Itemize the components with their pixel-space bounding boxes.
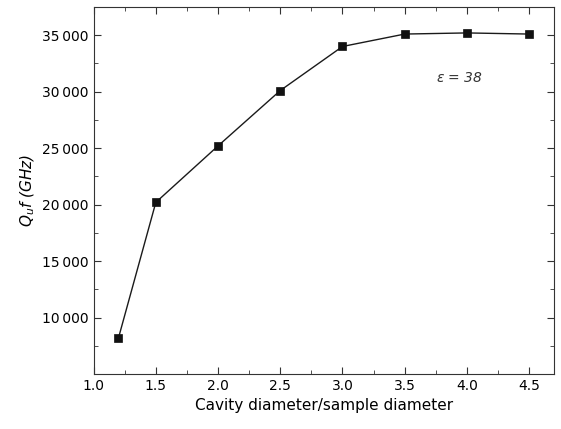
X-axis label: Cavity diameter/sample diameter: Cavity diameter/sample diameter bbox=[195, 399, 453, 414]
Text: $\varepsilon$ = 38: $\varepsilon$ = 38 bbox=[436, 71, 483, 85]
Y-axis label: $Q_u f$ (GHz): $Q_u f$ (GHz) bbox=[18, 154, 36, 227]
